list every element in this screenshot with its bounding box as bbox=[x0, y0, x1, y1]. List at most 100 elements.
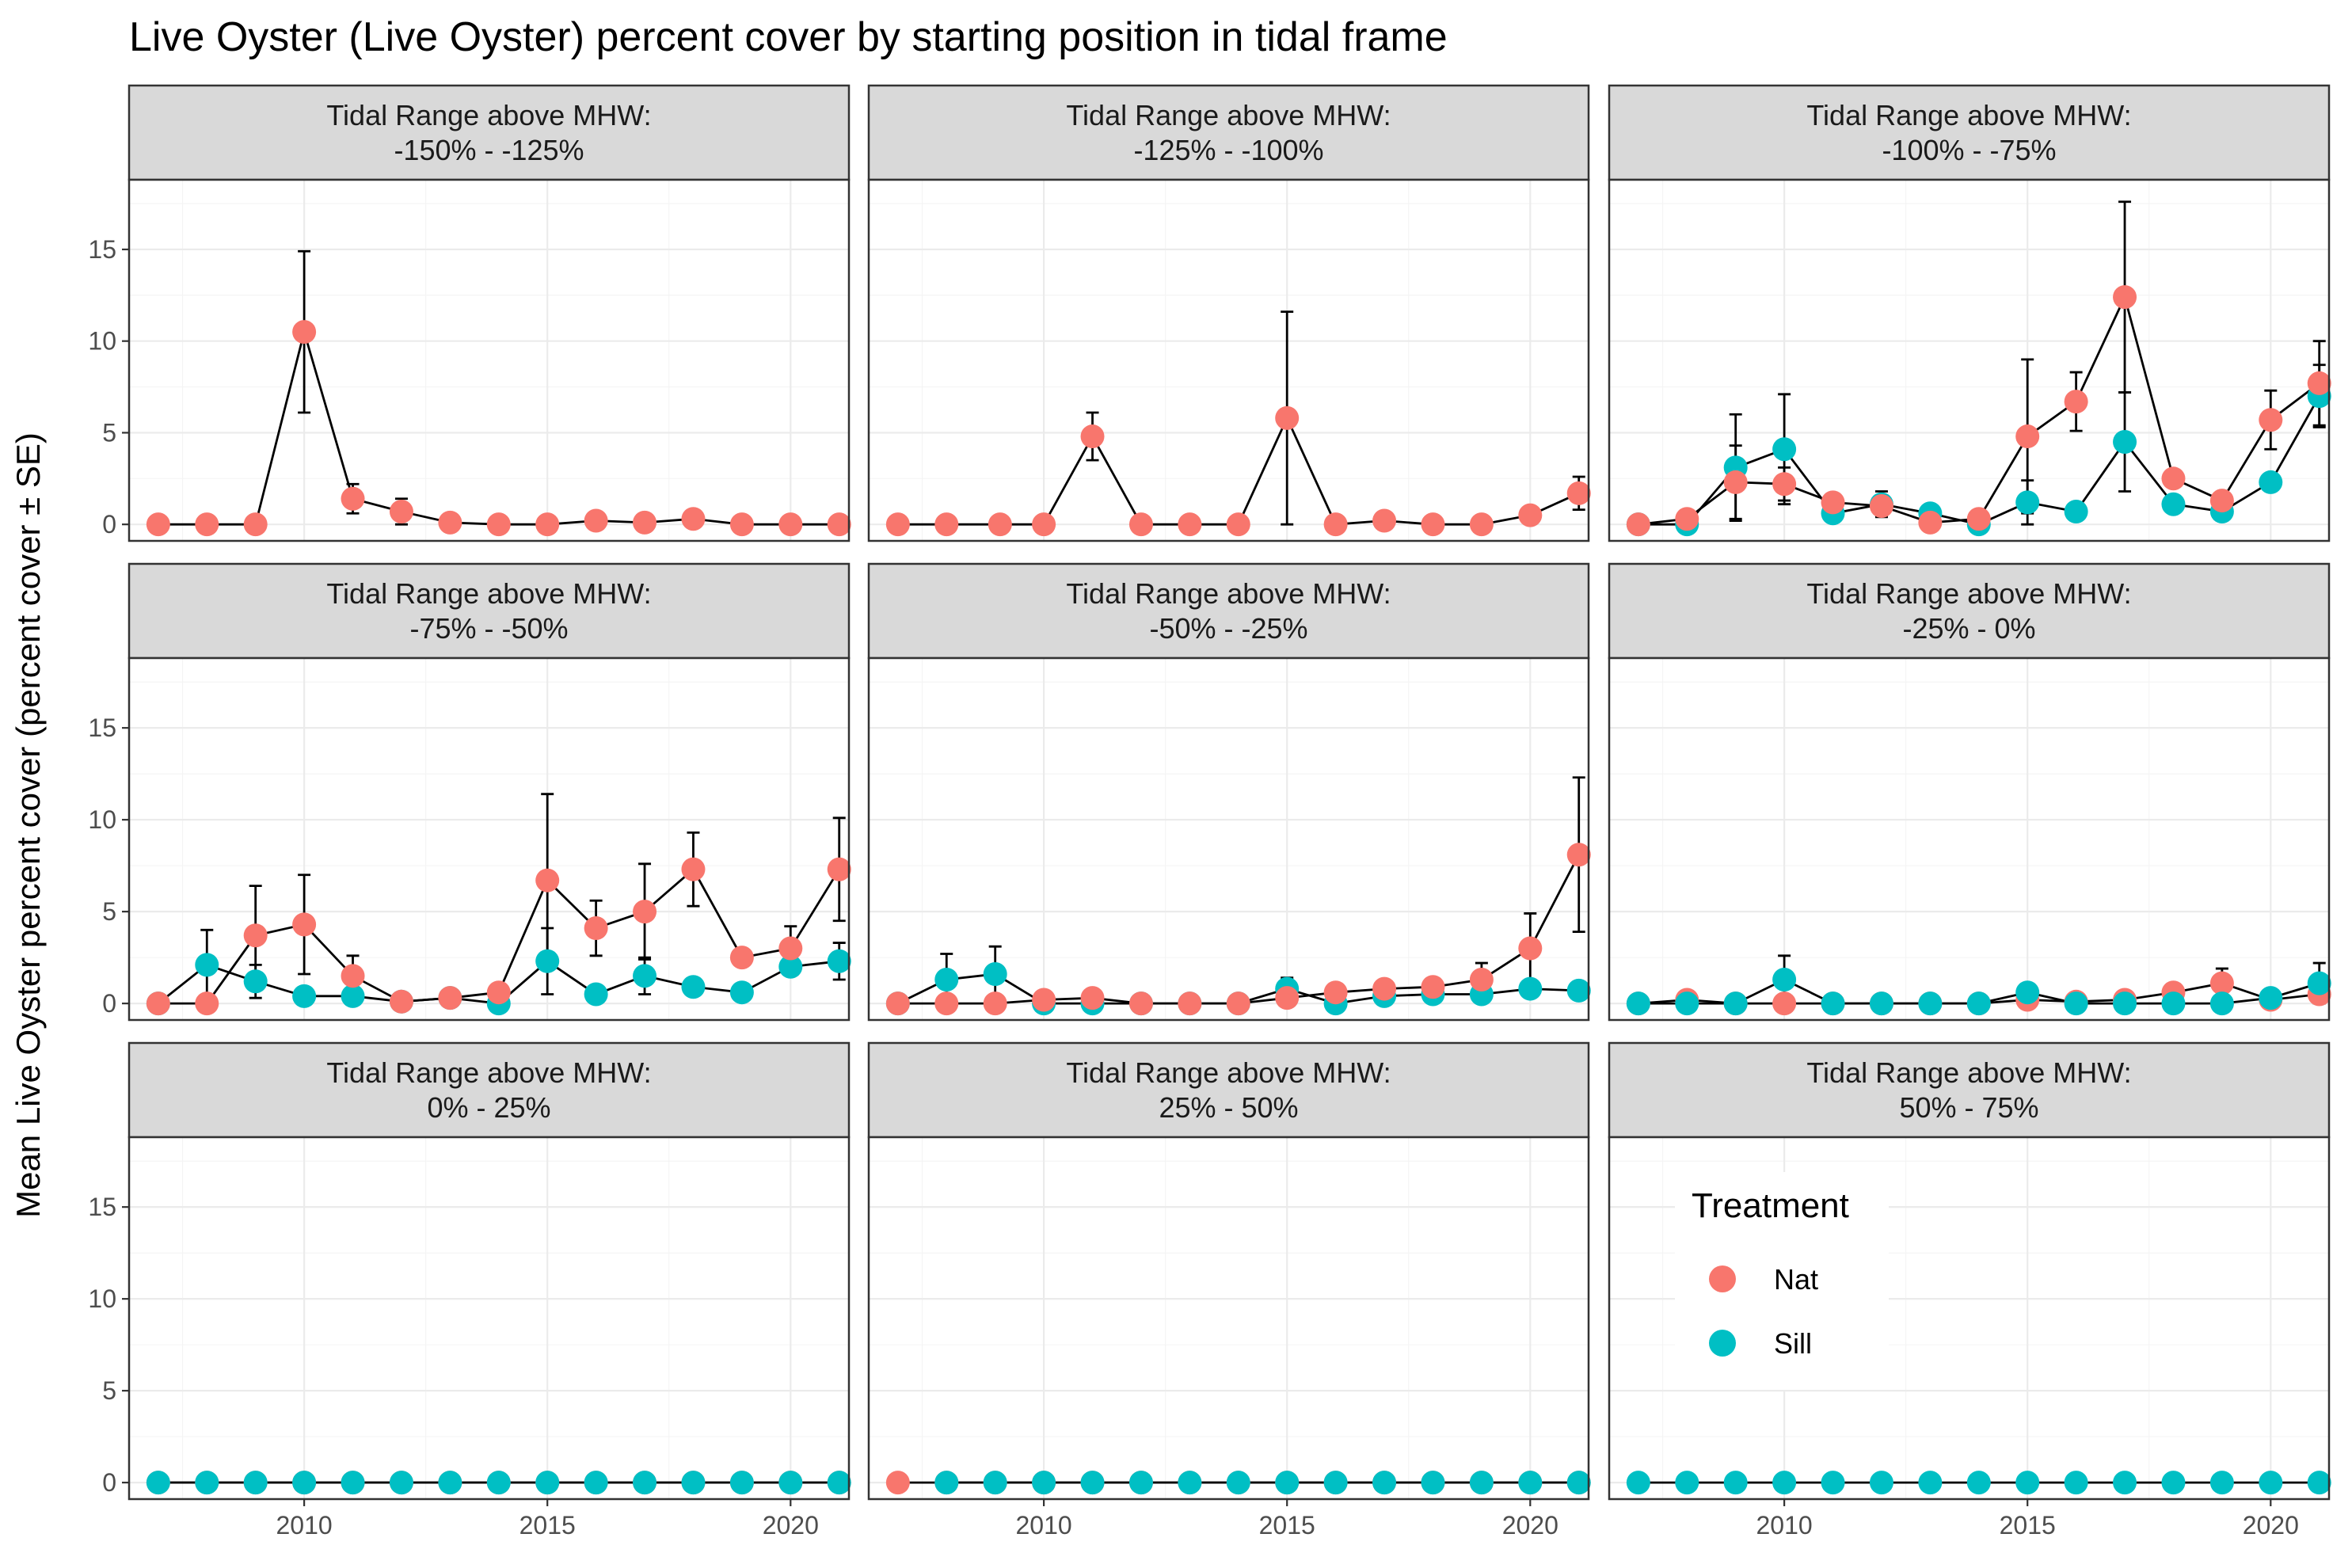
data-point-sill bbox=[2064, 1471, 2088, 1495]
y-tick-label: 10 bbox=[88, 327, 116, 356]
data-point-nat bbox=[633, 900, 657, 924]
data-point-sill bbox=[1869, 991, 1893, 1016]
data-point-sill bbox=[1080, 1471, 1105, 1495]
data-point-sill bbox=[1518, 1471, 1543, 1495]
x-tick-label: 2010 bbox=[276, 1511, 333, 1539]
y-tick-label: 5 bbox=[102, 418, 116, 447]
data-point-sill bbox=[2161, 991, 2186, 1016]
facet-strip-label-line1: Tidal Range above MHW: bbox=[326, 577, 651, 610]
data-point-nat bbox=[292, 320, 317, 344]
data-point-sill bbox=[827, 949, 851, 973]
data-point-sill bbox=[2307, 1471, 2331, 1495]
data-point-sill bbox=[1918, 1471, 1943, 1495]
data-point-nat bbox=[584, 916, 608, 941]
data-point-sill bbox=[2161, 492, 2186, 516]
y-tick-label: 5 bbox=[102, 897, 116, 926]
y-tick-label: 15 bbox=[88, 235, 116, 264]
facet-strip bbox=[1608, 1041, 2331, 1139]
data-point-nat bbox=[827, 512, 851, 537]
x-tick-label: 2015 bbox=[1259, 1511, 1315, 1539]
data-point-nat bbox=[934, 512, 959, 537]
data-point-nat bbox=[1128, 512, 1153, 537]
facet-strip-label-line1: Tidal Range above MHW: bbox=[1806, 577, 2131, 610]
data-point-nat bbox=[292, 912, 317, 937]
data-point-nat bbox=[1372, 976, 1397, 1001]
panel-border bbox=[127, 657, 851, 1022]
data-point-nat bbox=[438, 986, 462, 1010]
data-point-nat bbox=[146, 512, 170, 537]
facet-strip-label-line2: -75% - -50% bbox=[409, 612, 568, 645]
panel-background bbox=[129, 1137, 849, 1499]
data-point-sill bbox=[1421, 1471, 1445, 1495]
data-point-sill bbox=[983, 1471, 1007, 1495]
data-point-sill bbox=[2064, 499, 2088, 523]
legend-key-nat bbox=[1709, 1265, 1736, 1292]
data-point-nat bbox=[486, 980, 511, 1005]
data-point-sill bbox=[2015, 490, 2040, 515]
facet-panel-7: Tidal Range above MHW:0% - 25% 0 5 10 15 2010… bbox=[88, 1041, 851, 1539]
data-point-nat bbox=[1566, 481, 1591, 505]
data-point-sill bbox=[341, 1471, 365, 1495]
data-point-nat bbox=[438, 510, 462, 535]
data-point-nat bbox=[341, 964, 365, 988]
data-point-nat bbox=[243, 923, 268, 948]
data-point-nat bbox=[195, 991, 219, 1016]
data-point-sill bbox=[633, 964, 657, 988]
data-point-nat bbox=[341, 486, 365, 511]
data-point-nat bbox=[389, 499, 413, 523]
data-point-nat bbox=[1032, 988, 1056, 1012]
facet-strip-label-line2: -125% - -100% bbox=[1133, 134, 1323, 166]
data-point-sill bbox=[486, 1471, 511, 1495]
data-point-sill bbox=[1675, 1471, 1699, 1495]
data-point-nat bbox=[2307, 371, 2331, 395]
data-point-sill bbox=[827, 1471, 851, 1495]
data-point-sill bbox=[2259, 470, 2283, 494]
data-point-nat bbox=[1772, 991, 1797, 1016]
data-point-nat bbox=[1469, 967, 1494, 991]
data-point-sill bbox=[1821, 1471, 1845, 1495]
facet-panel-3: Tidal Range above MHW:-100% - -75% bbox=[1608, 84, 2331, 542]
facet-strip bbox=[867, 562, 1590, 660]
data-point-sill bbox=[681, 975, 706, 999]
panel-border bbox=[1608, 657, 2331, 1022]
data-point-nat bbox=[1518, 936, 1543, 961]
panel-border bbox=[1608, 178, 2331, 542]
data-point-sill bbox=[1372, 1471, 1397, 1495]
data-point-nat bbox=[1323, 512, 1348, 537]
data-point-sill bbox=[1566, 978, 1591, 1003]
data-point-sill bbox=[1566, 1471, 1591, 1495]
data-point-nat bbox=[146, 991, 170, 1016]
data-point-sill bbox=[778, 954, 803, 979]
data-point-sill bbox=[584, 1471, 608, 1495]
data-point-nat bbox=[1275, 405, 1300, 430]
data-point-nat bbox=[729, 512, 754, 537]
data-point-nat bbox=[243, 512, 268, 537]
data-point-nat bbox=[1566, 843, 1591, 867]
data-point-sill bbox=[243, 969, 268, 994]
data-point-sill bbox=[1226, 1471, 1250, 1495]
data-point-sill bbox=[2161, 1471, 2186, 1495]
data-point-sill bbox=[2259, 1471, 2283, 1495]
data-point-sill bbox=[1869, 1471, 1893, 1495]
data-point-sill bbox=[2015, 1471, 2040, 1495]
data-point-nat bbox=[2209, 971, 2234, 995]
data-point-sill bbox=[195, 1471, 219, 1495]
data-point-sill bbox=[633, 1471, 657, 1495]
data-point-nat bbox=[1323, 980, 1348, 1005]
facet-strip-label-line2: -100% - -75% bbox=[1882, 134, 2056, 166]
panel-border bbox=[127, 178, 851, 542]
facet-panel-2: Tidal Range above MHW:-125% - -100% bbox=[867, 84, 1591, 542]
panel-border bbox=[867, 657, 1590, 1022]
facet-strip bbox=[1608, 562, 2331, 660]
data-point-nat bbox=[827, 857, 851, 881]
data-point-nat bbox=[983, 991, 1007, 1016]
data-point-sill bbox=[584, 982, 608, 1007]
data-point-nat bbox=[885, 1471, 910, 1495]
data-point-nat bbox=[885, 512, 910, 537]
facet-panel-6: Tidal Range above MHW:-25% - 0% bbox=[1608, 562, 2331, 1022]
data-point-sill bbox=[2113, 1471, 2137, 1495]
data-point-nat bbox=[1421, 975, 1445, 999]
data-point-sill bbox=[2113, 991, 2137, 1016]
x-tick-label: 2015 bbox=[2000, 1511, 2056, 1539]
x-tick-label: 2015 bbox=[519, 1511, 576, 1539]
